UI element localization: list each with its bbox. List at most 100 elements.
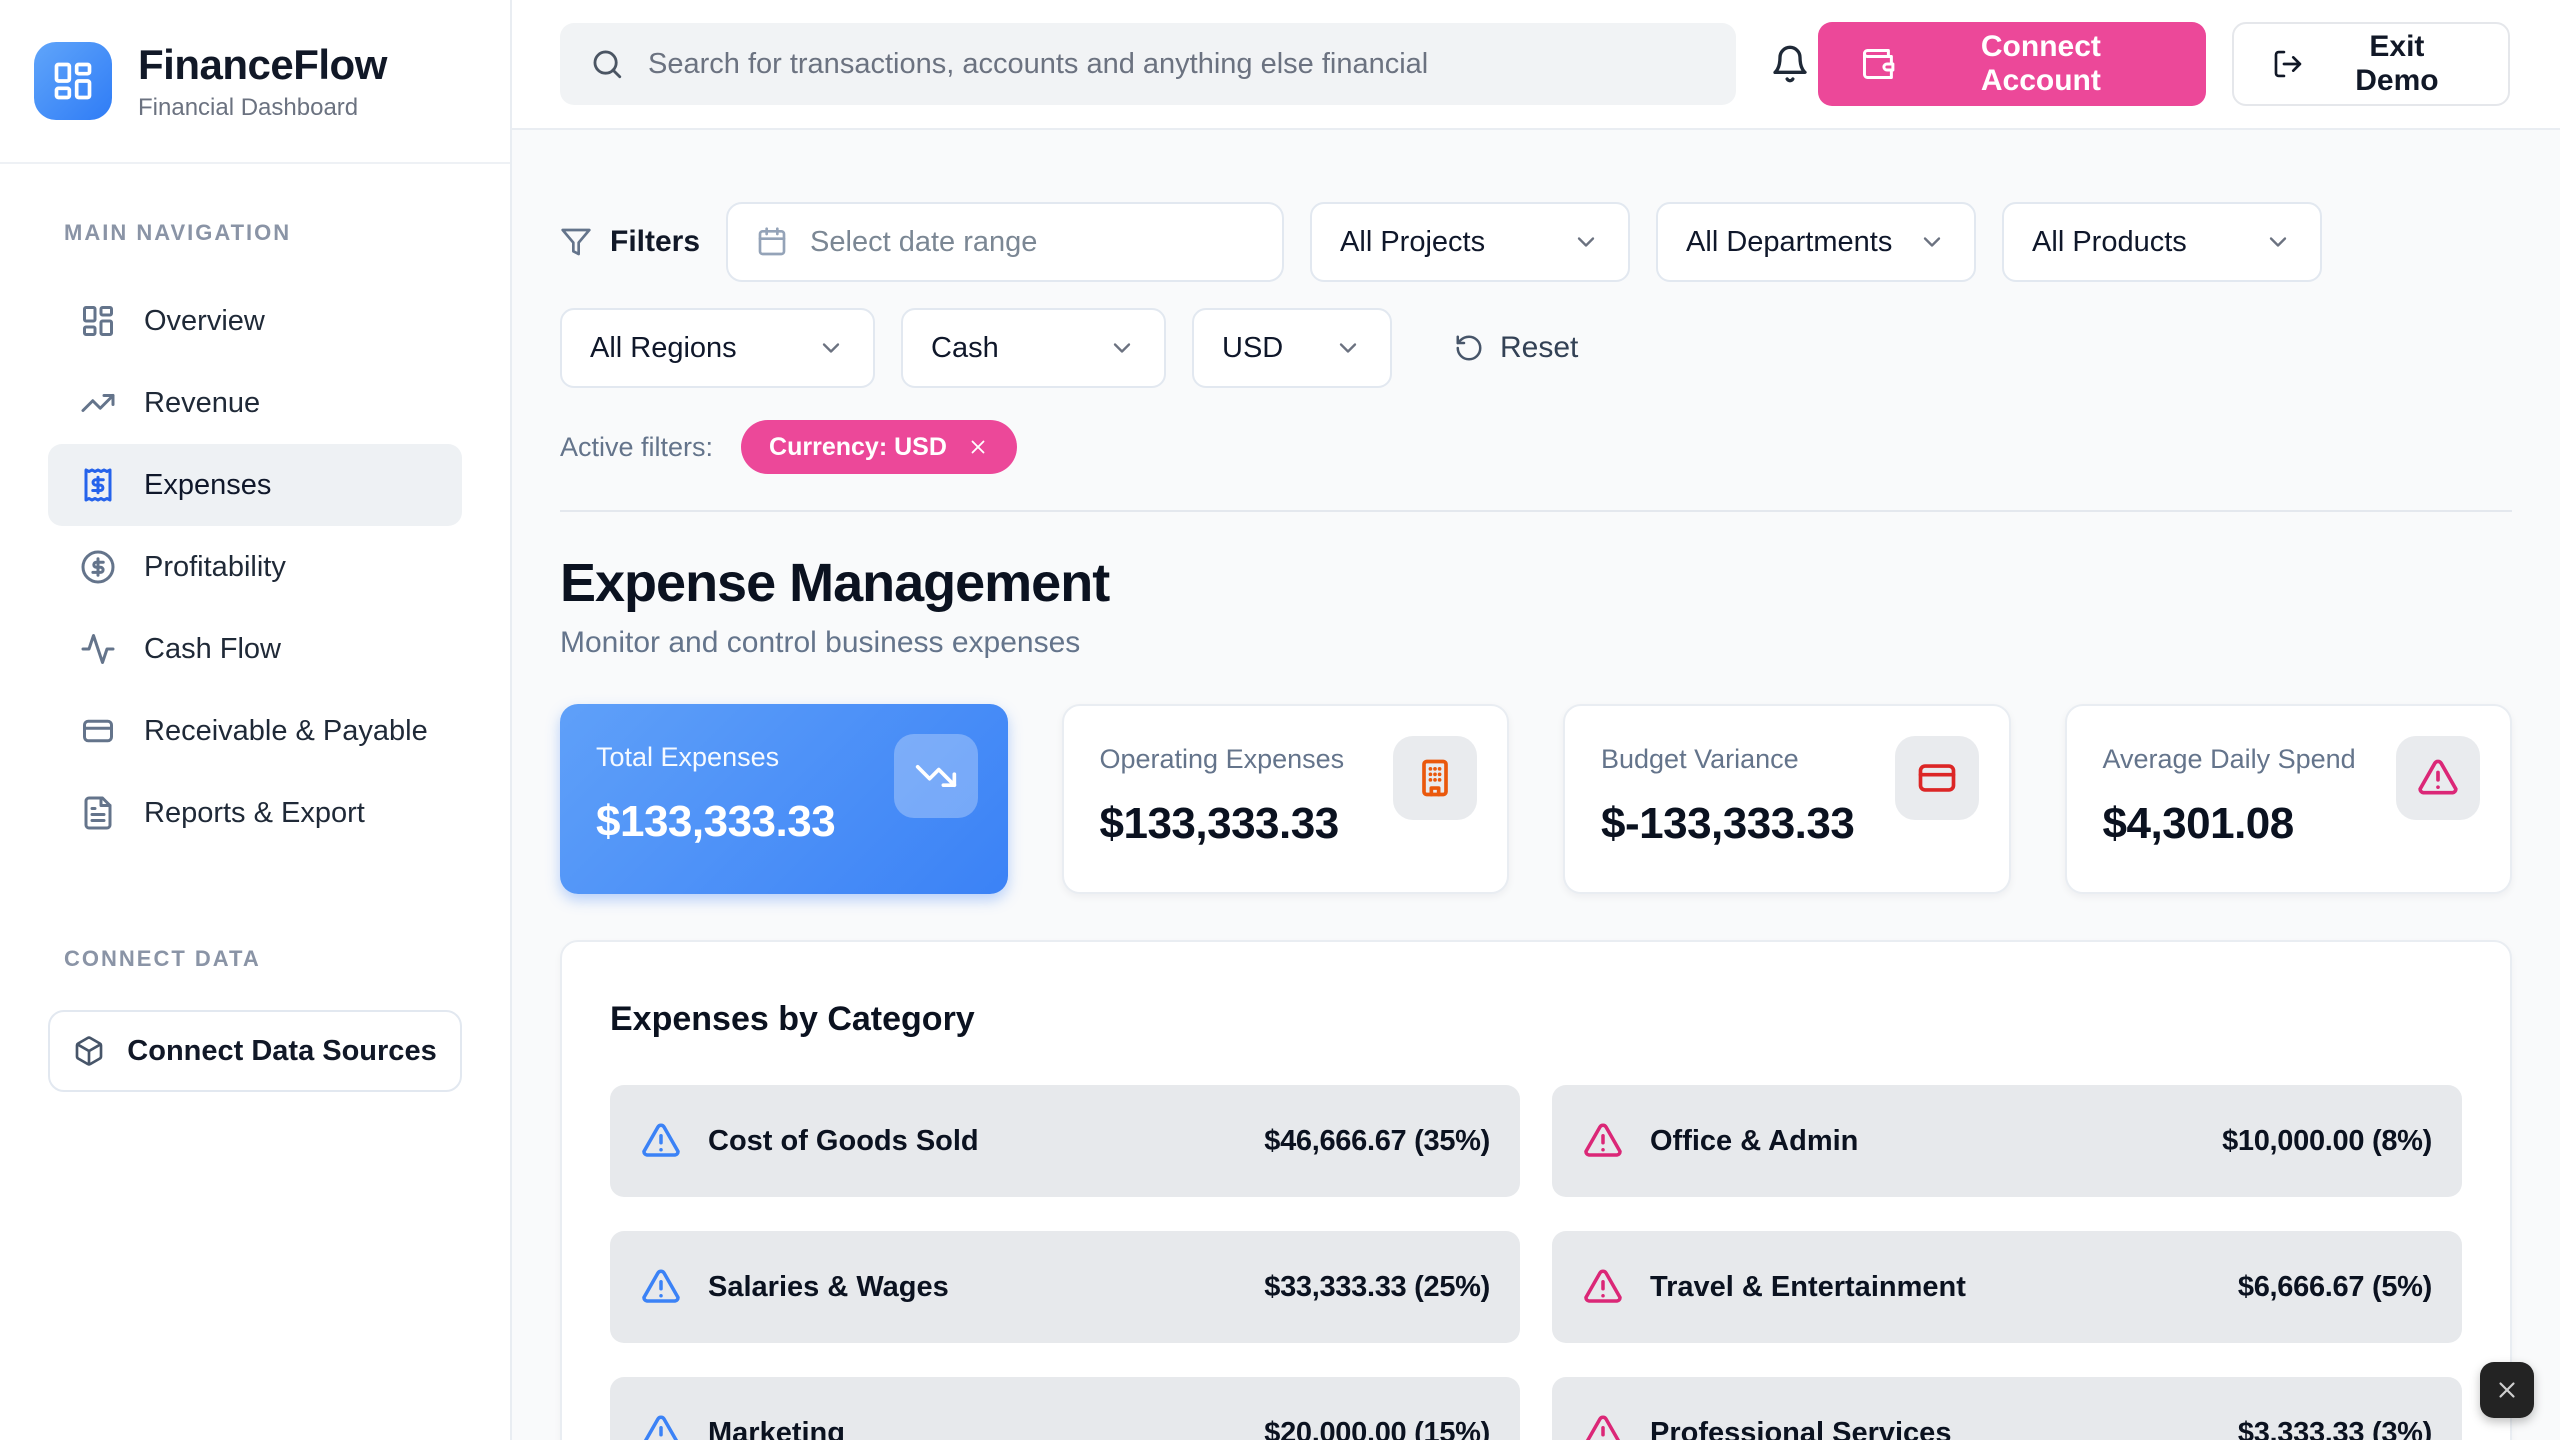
nav-section-label: MAIN NAVIGATION	[64, 220, 292, 245]
alert-triangle-icon	[640, 1266, 682, 1308]
chevron-down-icon	[2264, 228, 2292, 256]
sidebar-item-label: Overview	[144, 304, 265, 337]
category-value: $46,666.67 (35%)	[1264, 1124, 1490, 1157]
section-divider	[560, 510, 2512, 512]
stat-label: Average Daily Spend	[2102, 744, 2356, 774]
brand-name: FinanceFlow	[138, 40, 387, 88]
sidebar-item-label: Profitability	[144, 550, 286, 583]
trending-up-icon	[80, 385, 116, 421]
category-row-travel-entertainment[interactable]: Travel & Entertainment $6,666.67 (5%)	[1552, 1231, 2462, 1343]
logout-icon	[2272, 48, 2304, 80]
sidebar-item-overview[interactable]: Overview	[48, 280, 462, 362]
currency-select[interactable]: USD	[1192, 308, 1392, 388]
stat-label: Total Expenses	[596, 742, 780, 772]
brand-logo-icon	[34, 42, 112, 120]
active-filter-chip-currency[interactable]: Currency: USD	[741, 420, 1017, 474]
category-value: $33,333.33 (25%)	[1264, 1270, 1490, 1303]
alert-triangle-icon	[1582, 1120, 1624, 1162]
close-icon	[2494, 1377, 2520, 1403]
category-value: $6,666.67 (5%)	[2237, 1270, 2432, 1303]
regions-select[interactable]: All Regions	[560, 308, 875, 388]
sidebar-item-cash-flow[interactable]: Cash Flow	[48, 608, 462, 690]
package-icon	[73, 1035, 105, 1067]
sidebar-item-receivable-payable[interactable]: Receivable & Payable	[48, 690, 462, 772]
products-select[interactable]: All Products	[2002, 202, 2323, 282]
page-title: Expense Management	[560, 553, 1110, 613]
date-range-placeholder: Select date range	[810, 225, 1038, 258]
chevron-down-icon	[1918, 228, 1946, 256]
sidebar-item-profitability[interactable]: Profitability	[48, 526, 462, 608]
search-icon	[590, 47, 624, 81]
stat-value: $133,333.33	[1099, 799, 1340, 848]
category-row-salaries-wages[interactable]: Salaries & Wages $33,333.33 (25%)	[610, 1231, 1520, 1343]
stat-label: Operating Expenses	[1099, 744, 1345, 774]
wallet-icon	[1860, 46, 1896, 82]
exit-demo-button[interactable]: Exit Demo	[2232, 22, 2510, 106]
sidebar-item-expenses[interactable]: Expenses	[48, 444, 462, 526]
category-name: Marketing	[708, 1416, 845, 1440]
stat-value: $-133,333.33	[1601, 799, 1855, 848]
sidebar: FinanceFlow Financial Dashboard MAIN NAV…	[0, 0, 512, 1440]
category-row-professional-services[interactable]: Professional Services $3,333.33 (3%)	[1552, 1377, 2462, 1440]
bell-icon	[1770, 44, 1810, 84]
reset-label: Reset	[1500, 331, 1579, 364]
chevron-down-icon	[1108, 334, 1136, 362]
stat-card-operating-expenses[interactable]: Operating Expenses $133,333.33	[1061, 704, 1509, 894]
search-placeholder: Search for transactions, accounts and an…	[648, 47, 1429, 80]
connect-data-sources-label: Connect Data Sources	[127, 1034, 437, 1067]
trending-down-icon	[893, 734, 978, 818]
chevron-down-icon	[1334, 334, 1362, 362]
alert-triangle-icon	[640, 1120, 682, 1162]
stat-card-budget-variance[interactable]: Budget Variance $-133,333.33	[1563, 704, 2011, 894]
activity-icon	[80, 631, 116, 667]
regions-select-value: All Regions	[590, 331, 737, 364]
filters-row-2: All Regions Cash USD Reset	[560, 308, 2512, 388]
search-input[interactable]: Search for transactions, accounts and an…	[560, 23, 1736, 105]
category-row-office-admin[interactable]: Office & Admin $10,000.00 (8%)	[1552, 1085, 2462, 1197]
connect-account-button[interactable]: Connect Account	[1817, 22, 2206, 106]
category-name: Cost of Goods Sold	[708, 1124, 979, 1157]
stat-card-total-expenses[interactable]: Total Expenses $133,333.33	[560, 704, 1008, 894]
dashboard-icon	[80, 303, 116, 339]
main-area: Search for transactions, accounts and an…	[512, 0, 2560, 1440]
stat-card-average-daily-spend[interactable]: Average Daily Spend $4,301.08	[2064, 704, 2512, 894]
projects-select-value: All Projects	[1340, 225, 1486, 258]
sidebar-item-label: Reports & Export	[144, 796, 365, 829]
notifications-button[interactable]	[1762, 36, 1818, 92]
content: Filters Select date range All Projects A…	[512, 130, 2560, 1440]
filters-row-1: Filters Select date range All Projects A…	[560, 202, 2512, 282]
connect-data-sources-button[interactable]: Connect Data Sources	[48, 1010, 462, 1092]
close-overlay-button[interactable]	[2480, 1362, 2534, 1418]
projects-select[interactable]: All Projects	[1310, 202, 1631, 282]
credit-card-icon	[80, 713, 116, 749]
calendar-icon	[756, 226, 788, 258]
chevron-down-icon	[817, 334, 845, 362]
category-row-cost-of-goods-sold[interactable]: Cost of Goods Sold $46,666.67 (35%)	[610, 1085, 1520, 1197]
category-value: $20,000.00 (15%)	[1264, 1416, 1490, 1440]
receipt-icon	[80, 467, 116, 503]
sidebar-item-revenue[interactable]: Revenue	[48, 362, 462, 444]
x-icon	[967, 436, 989, 458]
stat-value: $133,333.33	[596, 797, 836, 846]
stat-label: Budget Variance	[1601, 744, 1799, 774]
products-select-value: All Products	[2032, 225, 2187, 258]
category-row-marketing[interactable]: Marketing $20,000.00 (15%)	[610, 1377, 1520, 1440]
departments-select[interactable]: All Departments	[1656, 202, 1977, 282]
exit-demo-label: Exit Demo	[2355, 30, 2439, 97]
sidebar-item-label: Revenue	[144, 386, 261, 419]
active-filters-row: Active filters: Currency: USD	[560, 420, 2512, 474]
sidebar-item-reports-export[interactable]: Reports & Export	[48, 772, 462, 854]
filters-label-text: Filters	[610, 225, 701, 258]
category-name: Professional Services	[1650, 1416, 1952, 1440]
currency-select-value: USD	[1222, 331, 1284, 364]
alert-triangle-icon	[1582, 1266, 1624, 1308]
file-text-icon	[80, 795, 116, 831]
alert-triangle-icon	[640, 1412, 682, 1440]
reset-filters-button[interactable]: Reset	[1454, 331, 1578, 365]
date-range-input[interactable]: Select date range	[726, 202, 1285, 282]
connect-data-section: CONNECT DATA Connect Data Sources	[48, 946, 462, 1092]
payment-method-select[interactable]: Cash	[901, 308, 1166, 388]
brand: FinanceFlow Financial Dashboard	[0, 0, 510, 164]
page-subtitle: Monitor and control business expenses	[560, 626, 1081, 659]
category-value: $3,333.33 (3%)	[2237, 1416, 2432, 1440]
